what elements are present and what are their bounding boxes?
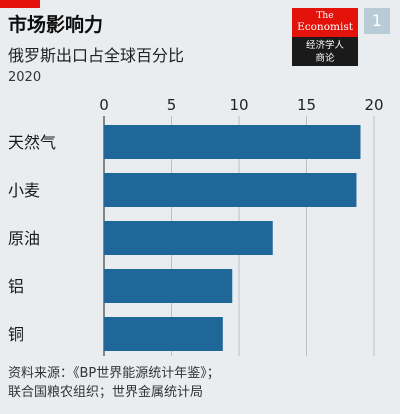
bar bbox=[104, 125, 361, 159]
chart-subtitle: 俄罗斯出口占全球百分比 bbox=[8, 46, 185, 65]
category-label: 天然气 bbox=[8, 133, 56, 152]
tick-label: 5 bbox=[167, 96, 177, 114]
category-label: 小麦 bbox=[8, 181, 40, 200]
chart-year: 2020 bbox=[8, 70, 42, 85]
tick-label: 10 bbox=[229, 96, 248, 114]
bar bbox=[104, 173, 357, 207]
source-note: 资料来源：《BP世界能源统计年鉴》； 联合国粮农组织；世界金属统计局 bbox=[8, 364, 388, 402]
chart-number-badge: 1 bbox=[364, 8, 390, 34]
logo-cn-line-2: 商论 bbox=[315, 53, 335, 64]
logo-line-1: The bbox=[316, 11, 334, 21]
category-label: 铝 bbox=[8, 277, 24, 296]
accent-bar bbox=[0, 0, 40, 8]
bar bbox=[104, 221, 273, 255]
source-line-2: 联合国粮农组织；世界金属统计局 bbox=[8, 385, 204, 400]
tick-label: 0 bbox=[99, 96, 109, 114]
tick-label: 15 bbox=[297, 96, 316, 114]
bar bbox=[104, 317, 223, 351]
category-label: 原油 bbox=[8, 229, 40, 248]
economist-logo: The Economist 经济学人 商论 bbox=[292, 8, 358, 66]
logo-chinese: 经济学人 商论 bbox=[292, 37, 358, 66]
logo-cn-line-1: 经济学人 bbox=[305, 40, 344, 51]
tick-label: 20 bbox=[364, 96, 383, 114]
category-label: 铜 bbox=[8, 325, 24, 344]
logo-line-2: Economist bbox=[297, 21, 353, 33]
chart-title: 市场影响力 bbox=[8, 14, 104, 36]
bar bbox=[104, 269, 233, 303]
source-line-1: 资料来源：《BP世界能源统计年鉴》； bbox=[8, 366, 220, 381]
